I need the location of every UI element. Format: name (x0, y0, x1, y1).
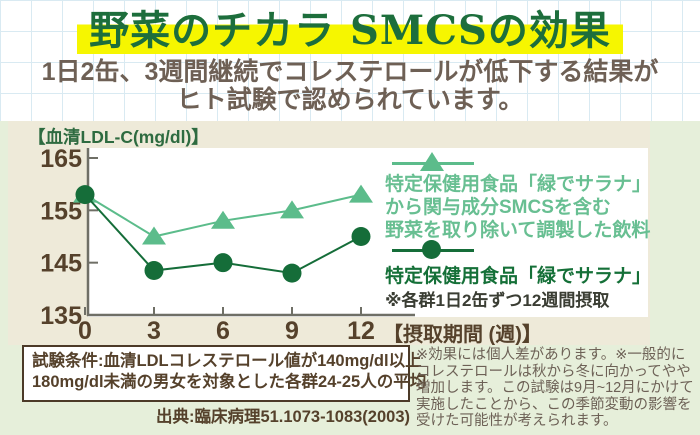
legend-control-line2: から関与成分SMCSを含む (385, 197, 611, 218)
disclaimer-line4: 実施したことから、この季節変動の影響を (416, 396, 692, 413)
subtitle-line-1: 1日2缶、3週間継続でコレステロールが低下する結果が (41, 58, 659, 86)
x-tick-label: 6 (216, 317, 230, 345)
legend-control-line1: 特定保健用食品「緑でサラナ」 (385, 174, 652, 195)
legend-label-product: 特定保健用食品「緑でサラナ」 (385, 266, 652, 287)
legend-label-control: 特定保健用食品「緑でサラナ」 から関与成分SMCSを含む 野菜を取り除いて調製し… (385, 173, 651, 242)
y-axis-label: 【血清LDL-C(mg/dl)】 (28, 127, 209, 147)
chart-panel: 165 155 145 135 0 3 6 9 12 【血清LDL-C(mg/dl)】 【摂取期… (8, 121, 652, 346)
circle-marker-icon (422, 240, 441, 259)
disclaimer-text: ※効果には個人差があります。※一般的に コレステロールは秋から冬に向かってやや … (416, 347, 698, 430)
x-tick-label: 0 (78, 317, 92, 345)
y-tick-label: 135 (40, 302, 82, 330)
page-title: 野菜のチカラ SMCSの効果 (77, 8, 623, 54)
header-band: 野菜のチカラ SMCSの効果 1日2缶、3週間継続でコレステロールが低下する結果… (0, 0, 700, 121)
subtitle-line-2: ヒト試験で認められています。 (176, 86, 524, 114)
x-tick-label: 12 (347, 317, 375, 345)
source-citation: 出典:臨床病理51.1073-1083(2003) (155, 408, 410, 426)
disclaimer-line2: コレステロールは秋から冬に向かってやや (416, 363, 691, 380)
x-tick-label: 9 (285, 317, 299, 345)
conditions-line2: 180mg/dl未満の男女を対象とした各群24-25人の平均 (32, 373, 427, 391)
disclaimer-line1: ※効果には個人差があります。※一般的に (416, 347, 686, 363)
y-tick-label: 145 (40, 250, 82, 278)
triangle-marker-icon (420, 152, 444, 171)
x-tick-label: 3 (147, 317, 161, 345)
legend-control-line3: 野菜を取り除いて調製した飲料 (385, 220, 651, 241)
y-tick-label: 165 (40, 145, 82, 173)
disclaimer-line5: 受けた可能性が考えられます。 (416, 413, 618, 430)
x-axis-label: 【摂取期間 (週)】 (383, 324, 542, 346)
page-title-wrap: 野菜のチカラ SMCSの効果 (0, 8, 700, 54)
test-conditions-box: 試験条件:血清LDLコレステロール値が140mg/dl以上 180mg/dl未満… (22, 345, 427, 402)
disclaimer-line3: 増加します。この試験は9月~12月にかけて (416, 380, 694, 397)
conditions-line1: 試験条件:血清LDLコレステロール値が140mg/dl以上 (32, 352, 422, 370)
legend-note: ※各群1日2缶ずつ12週間摂取 (385, 291, 610, 310)
page-subtitle: 1日2缶、3週間継続でコレステロールが低下する結果が ヒト試験で認められています… (0, 58, 700, 114)
